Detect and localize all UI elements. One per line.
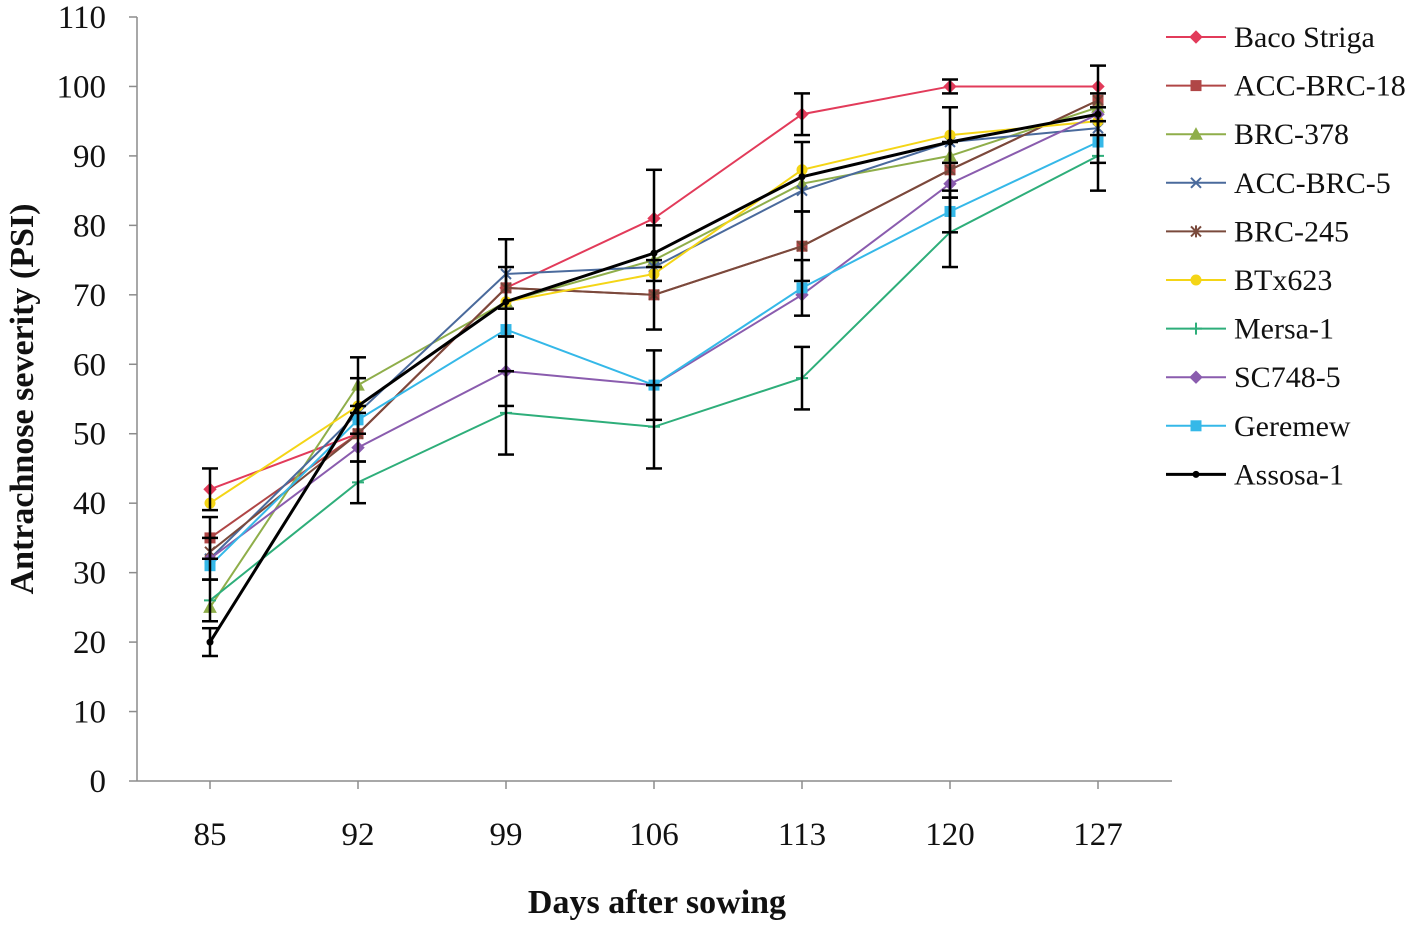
error-bar xyxy=(646,258,662,331)
error-bar xyxy=(942,196,958,269)
x-tick-label: 99 xyxy=(490,817,523,853)
legend-label: BRC-245 xyxy=(1234,215,1349,248)
y-tick-label: 40 xyxy=(73,486,106,522)
legend-item: Mersa-1 xyxy=(1166,313,1334,346)
y-tick-label: 110 xyxy=(58,0,106,36)
legend-marker xyxy=(1192,470,1200,478)
legend-item: Assosa-1 xyxy=(1166,458,1344,491)
legend-item: ACC-BRC-18 xyxy=(1166,70,1406,103)
legend-marker xyxy=(1189,127,1203,140)
error-bar xyxy=(202,467,218,512)
y-tick-label: 50 xyxy=(73,417,106,453)
error-bar xyxy=(202,578,218,623)
legend-label: SC748-5 xyxy=(1234,361,1341,394)
legend-marker xyxy=(1189,30,1203,44)
y-tick-label: 10 xyxy=(73,695,106,731)
legend-label: Mersa-1 xyxy=(1234,313,1334,346)
y-tick-label: 100 xyxy=(57,69,107,105)
legend-label: BTx623 xyxy=(1234,264,1332,297)
error-bar xyxy=(794,258,810,317)
legend-item: BRC-245 xyxy=(1166,215,1349,248)
x-tick-label: 113 xyxy=(778,817,826,853)
legend-item: BTx623 xyxy=(1166,264,1332,297)
x-ticks: 85 92 99 106 113 120 127 xyxy=(194,781,1123,853)
legend: Baco Striga ACC-BRC-18 BRC-378 ACC-BRC-5 BRC… xyxy=(1166,21,1406,491)
legend-marker xyxy=(1190,80,1202,92)
error-bar xyxy=(794,345,810,411)
y-ticks: 0 10 20 30 40 50 60 70 80 90 100 110 xyxy=(57,0,137,800)
error-bar xyxy=(498,369,514,456)
legend-item: SC748-5 xyxy=(1166,361,1341,394)
x-tick-label: 106 xyxy=(629,817,679,853)
legend-label: Geremew xyxy=(1234,410,1351,443)
legend-label: ACC-BRC-18 xyxy=(1234,70,1406,103)
error-bar xyxy=(942,78,958,95)
legend-item: ACC-BRC-5 xyxy=(1166,167,1391,200)
error-bar xyxy=(646,383,662,470)
legend-item: Geremew xyxy=(1166,410,1351,443)
error-bar xyxy=(350,460,366,505)
y-tick-label: 80 xyxy=(73,208,106,244)
error-bar xyxy=(1090,119,1106,192)
error-bar xyxy=(202,626,218,658)
legend-marker xyxy=(1190,177,1202,189)
x-tick-label: 85 xyxy=(194,817,227,853)
legend-label: BRC-378 xyxy=(1234,118,1349,151)
error-bars xyxy=(202,64,1106,658)
x-axis-title: Days after sowing xyxy=(528,884,786,921)
y-axis-title: Antrachnose severity (PSI) xyxy=(4,204,41,595)
legend-item: Baco Striga xyxy=(1166,21,1375,54)
y-tick-label: 60 xyxy=(73,347,106,383)
legend-marker xyxy=(1190,274,1202,286)
legend-label: Assosa-1 xyxy=(1234,458,1344,491)
error-bar xyxy=(942,140,958,199)
legend-label: ACC-BRC-5 xyxy=(1234,167,1391,200)
legend-marker xyxy=(1190,420,1202,432)
legend-marker xyxy=(1189,370,1203,384)
y-tick-label: 90 xyxy=(73,139,106,175)
error-bar xyxy=(498,265,514,338)
error-bar xyxy=(794,92,810,137)
legend-label: Baco Striga xyxy=(1234,21,1375,54)
x-tick-label: 120 xyxy=(925,817,975,853)
x-tick-label: 92 xyxy=(342,817,375,853)
legend-marker xyxy=(1190,322,1202,335)
x-tick-label: 127 xyxy=(1073,817,1123,853)
y-tick-label: 70 xyxy=(73,278,106,314)
y-tick-label: 20 xyxy=(73,625,106,661)
y-tick-label: 0 xyxy=(90,764,107,800)
legend-marker xyxy=(1190,225,1202,238)
y-tick-label: 30 xyxy=(73,556,106,592)
legend-item: BRC-378 xyxy=(1166,118,1349,151)
